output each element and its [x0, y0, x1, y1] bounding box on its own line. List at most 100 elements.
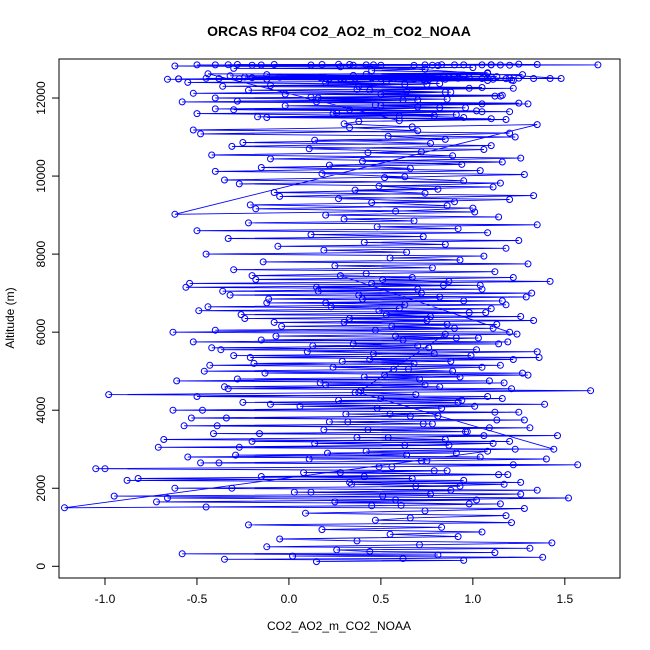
data-point [373, 404, 381, 412]
data-point [204, 70, 212, 78]
data-point [314, 94, 322, 102]
data-point [230, 64, 238, 72]
data-point [105, 391, 113, 399]
data-point [462, 428, 469, 436]
data-point [478, 528, 486, 536]
data-point [215, 75, 223, 82]
data-point [224, 235, 232, 242]
data-point [502, 244, 510, 252]
data-point [219, 287, 227, 295]
data-point [550, 445, 558, 453]
data-point [454, 398, 462, 406]
data-point [496, 179, 504, 187]
data-point [441, 436, 449, 443]
data-point [484, 229, 492, 237]
data-point [335, 195, 343, 203]
data-point [386, 254, 394, 262]
data-point [395, 305, 403, 313]
data-point [333, 546, 341, 554]
data-point [436, 293, 444, 301]
data-point [410, 75, 418, 83]
data-point [342, 410, 350, 418]
data-point [311, 136, 319, 144]
data-point [246, 354, 254, 361]
data-point [520, 416, 528, 424]
data-point [565, 494, 572, 502]
data-point [520, 171, 528, 178]
data-point [311, 439, 319, 447]
data-point [346, 315, 354, 322]
data-point [443, 467, 451, 475]
data-point [460, 556, 468, 564]
data-point [355, 389, 363, 397]
data-point [522, 293, 530, 301]
data-point [535, 354, 543, 361]
data-point [180, 422, 188, 430]
data-point [401, 173, 409, 181]
data-point [443, 95, 451, 103]
data-point [267, 155, 274, 163]
data-point [248, 74, 256, 82]
data-point [395, 112, 403, 120]
data-point [533, 121, 541, 129]
data-point [338, 357, 346, 365]
data-point [441, 330, 449, 338]
data-point [554, 432, 561, 440]
data-point [175, 75, 183, 83]
data-point [392, 332, 400, 340]
data-point [274, 242, 282, 250]
data-point [386, 530, 394, 538]
data-point [403, 451, 411, 459]
data-point [325, 75, 333, 82]
data-point [263, 71, 271, 79]
data-point [226, 291, 234, 299]
data-point [178, 550, 186, 558]
data-point [276, 192, 284, 200]
data-point [498, 297, 506, 305]
data-point [533, 221, 541, 229]
data-point [467, 352, 475, 360]
data-point [399, 555, 407, 562]
data-point [526, 424, 534, 432]
data-point [313, 98, 320, 106]
data-point [386, 410, 394, 418]
data-point [381, 371, 389, 379]
data-point [300, 469, 308, 477]
data-point [441, 240, 449, 248]
data-point [353, 434, 361, 441]
data-point [349, 61, 357, 69]
data-point [305, 145, 313, 153]
y-axis: 0 2000 4000 6000 8000 10000 12000 [34, 81, 60, 570]
data-point [189, 126, 197, 134]
data-point [428, 264, 436, 272]
data-point [502, 116, 510, 123]
data-point [360, 373, 368, 381]
data-point [245, 86, 252, 94]
data-point [224, 385, 232, 393]
data-point [171, 210, 179, 218]
y-tick-label: 4000 [34, 397, 48, 424]
data-point [528, 289, 536, 297]
data-point [421, 65, 429, 73]
data-point [458, 396, 466, 404]
data-point [451, 73, 458, 81]
data-point [325, 161, 333, 169]
data-point [267, 82, 274, 89]
data-point [517, 478, 525, 486]
data-point [489, 183, 497, 191]
data-point [307, 231, 315, 239]
data-point [211, 61, 219, 69]
data-point [509, 274, 517, 281]
data-point [189, 89, 197, 97]
data-point [515, 408, 523, 416]
data-point [427, 313, 434, 320]
data-point [460, 114, 468, 121]
data-point [408, 274, 416, 281]
data-point [221, 176, 228, 184]
data-point [502, 75, 510, 83]
data-point [473, 346, 480, 354]
data-point [233, 375, 241, 383]
data-point [443, 202, 451, 210]
data-point [530, 317, 538, 324]
